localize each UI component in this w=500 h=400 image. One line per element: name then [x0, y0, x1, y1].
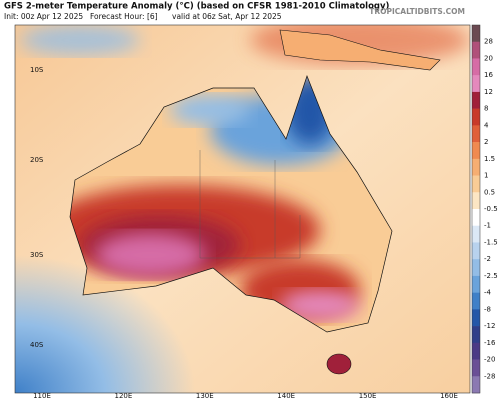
lon-label: 110E — [33, 392, 51, 400]
colorbar-label: -16 — [484, 339, 496, 347]
colorbar-segment — [472, 292, 480, 310]
colorbar-label: -1.5 — [484, 238, 498, 246]
colorbar-label: 16 — [484, 71, 493, 79]
lon-label: 130E — [196, 392, 214, 400]
colorbar-label: -20 — [484, 356, 495, 364]
colorbar-segment — [472, 142, 480, 160]
lat-label: 40S — [30, 341, 44, 349]
forecast-hour: Forecast Hour: [6] — [90, 12, 158, 21]
lat-label: 10S — [30, 66, 44, 74]
colorbar-label: 1 — [484, 172, 488, 180]
colorbar-segment — [472, 225, 480, 243]
lon-label: 160E — [440, 392, 458, 400]
colorbar-label: 12 — [484, 88, 493, 96]
colorbar-label: -0.5 — [484, 205, 498, 213]
colorbar-frame — [471, 24, 481, 394]
colorbar-segment — [472, 91, 480, 109]
colorbar-segment — [472, 175, 480, 193]
colorbar-label: -2.5 — [484, 272, 498, 280]
colorbar-label: 8 — [484, 105, 488, 113]
colorbar-segment — [472, 125, 480, 143]
colorbar-segment — [472, 75, 480, 93]
colorbar-segment — [472, 342, 480, 360]
lat-label: 30S — [30, 251, 44, 259]
colorbar-segment — [472, 158, 480, 176]
colorbar-segment — [472, 242, 480, 260]
colorbar-label: 1.5 — [484, 155, 495, 163]
colorbar-segment — [472, 58, 480, 76]
colorbar-label: 2 — [484, 138, 488, 146]
lat-label: 20S — [30, 156, 44, 164]
colorbar-segment — [472, 326, 480, 344]
colorbar-label: -2 — [484, 255, 491, 263]
colorbar-label: -12 — [484, 322, 495, 330]
map — [15, 25, 470, 393]
title: GFS 2-meter Temperature Anomaly (°C) (ba… — [4, 2, 390, 12]
colorbar-segment — [472, 309, 480, 327]
colorbar-segment — [472, 25, 480, 43]
colorbar-segment — [472, 209, 480, 227]
colorbar-label: 20 — [484, 54, 493, 62]
colorbar-label: -8 — [484, 305, 491, 313]
colorbar-segment — [472, 359, 480, 377]
lon-label: 150E — [359, 392, 377, 400]
colorbar-label: -1 — [484, 222, 491, 230]
lon-label: 140E — [277, 392, 295, 400]
colorbar-segment — [472, 108, 480, 126]
colorbar-segment — [472, 376, 480, 394]
colorbar-segment — [472, 41, 480, 59]
lon-label: 120E — [115, 392, 133, 400]
colorbar-segment — [472, 192, 480, 210]
colorbar-label: -4 — [484, 289, 492, 297]
map-frame — [14, 24, 471, 394]
colorbar-segment — [472, 259, 480, 277]
valid-time: valid at 06z Sat, Apr 12 2025 — [172, 12, 282, 21]
colorbar-label: 0.5 — [484, 188, 495, 196]
colorbar-label: -28 — [484, 372, 495, 380]
site-name: TROPICALTIDBITS.COM — [369, 7, 465, 16]
init-time: Init: 00z Apr 12 2025 — [4, 12, 83, 21]
colorbar-segment — [472, 275, 480, 293]
colorbar-label: 4 — [484, 121, 489, 129]
colorbar-label: 28 — [484, 38, 493, 46]
